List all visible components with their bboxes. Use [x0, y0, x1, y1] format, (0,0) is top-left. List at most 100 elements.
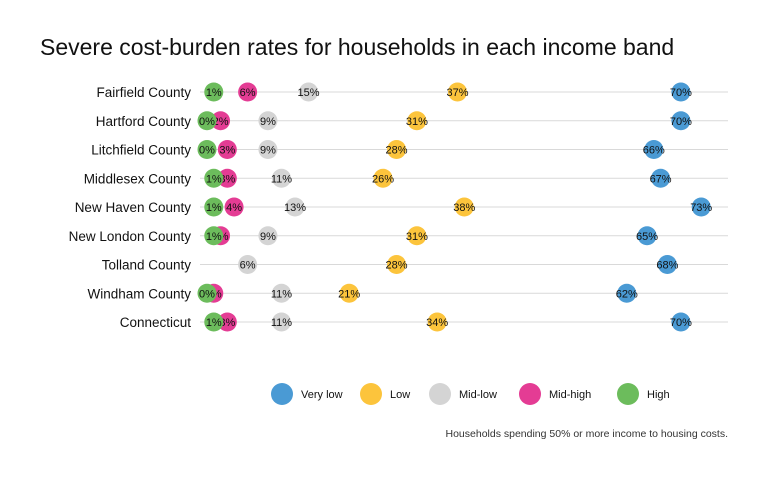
data-point [238, 255, 258, 274]
data-label: 3% [219, 145, 235, 157]
data-label: 11% [271, 173, 292, 185]
data-point [204, 197, 224, 217]
data-point [271, 312, 291, 332]
row-label: Connecticut [120, 315, 192, 330]
data-label: 0% [199, 145, 215, 157]
row-labels: Fairfield County Hartford County Litchfiel… [69, 85, 192, 330]
data-point [387, 140, 407, 159]
row-label: Middlesex County [84, 171, 192, 186]
data-label: 38% [453, 202, 475, 214]
data-label: 9% [260, 145, 276, 157]
data-point [197, 111, 217, 131]
data-point [671, 312, 691, 332]
data-point [454, 197, 474, 217]
data-point [387, 255, 407, 274]
data-label: 70% [670, 116, 692, 128]
data-label: 2% [213, 116, 229, 128]
legend-swatch [617, 383, 639, 405]
data-point [258, 140, 278, 159]
data-point [204, 312, 224, 332]
data-point [407, 111, 427, 131]
legend-swatch [360, 383, 382, 405]
data-point [204, 226, 224, 246]
data-point [271, 283, 291, 303]
data-point [447, 82, 467, 102]
data-label: 1% [206, 231, 222, 243]
data-point [258, 226, 278, 246]
data-point [224, 197, 244, 217]
data-point [617, 283, 637, 303]
data-point [238, 82, 258, 102]
legend-label: Mid-low [459, 389, 497, 401]
data-point [427, 312, 447, 332]
data-label: 66% [643, 145, 665, 157]
legend-swatch [271, 383, 293, 405]
data-point [299, 82, 319, 102]
data-point [197, 283, 217, 303]
row-label: New London County [69, 229, 192, 244]
data-label: 73% [690, 202, 712, 214]
data-point [407, 226, 427, 246]
legend-swatch [429, 383, 451, 405]
data-label: 9% [260, 231, 276, 243]
data-label: 11% [271, 317, 292, 329]
data-label: 1% [206, 173, 222, 185]
data-point [217, 312, 237, 332]
data-label: 6% [240, 260, 256, 272]
data-label: 67% [650, 173, 672, 185]
legend-label: High [647, 389, 670, 401]
data-label: 9% [260, 116, 276, 128]
row-label: Windham County [87, 286, 191, 301]
data-label: 31% [406, 116, 428, 128]
data-point [691, 197, 711, 217]
data-label: 0% [199, 116, 215, 128]
data-label: 1% [206, 202, 222, 214]
data-label: 70% [670, 317, 692, 329]
chart-caption: Households spending 50% or more income t… [445, 428, 729, 440]
data-point [373, 168, 393, 188]
row-label: New Haven County [75, 200, 192, 215]
data-label: 1% [206, 317, 222, 329]
data-label: 34% [426, 317, 448, 329]
data-point [197, 140, 217, 159]
legend-swatch [519, 383, 541, 405]
row-label: Hartford County [96, 114, 192, 129]
data-point [671, 82, 691, 102]
data-point [339, 283, 359, 303]
data-point [271, 168, 291, 188]
row-label: Fairfield County [96, 85, 191, 100]
data-points: 70% 70% 66% 67% 73% 65% 68% 62% 70% 37% 31% 28% 26% 3… [197, 82, 712, 332]
data-label: 21% [338, 288, 360, 300]
data-label: 65% [636, 231, 658, 243]
data-label: 1% [206, 87, 222, 99]
data-point [644, 140, 664, 159]
legend-label: Mid-high [549, 389, 591, 401]
data-label: 26% [372, 173, 394, 185]
row-label: Tolland County [102, 258, 192, 273]
data-label: 70% [670, 87, 692, 99]
data-label: 28% [386, 260, 408, 272]
data-point [204, 82, 224, 102]
legend: Very low Low Mid-low Mid-high High [271, 383, 670, 405]
data-label: 4% [226, 202, 242, 214]
data-point [217, 140, 237, 159]
data-label: 62% [616, 288, 638, 300]
row-label: Litchfield County [91, 143, 191, 158]
data-label: 6% [240, 87, 256, 99]
data-point [671, 111, 691, 131]
legend-label: Low [390, 389, 410, 401]
data-point [657, 255, 677, 274]
data-label: 13% [284, 202, 306, 214]
data-label: 3% [219, 317, 235, 329]
legend-label: Very low [301, 389, 343, 401]
data-point [217, 168, 237, 188]
data-label: 31% [406, 231, 428, 243]
data-label: 68% [656, 260, 678, 272]
data-label: 0% [199, 288, 215, 300]
data-point [285, 197, 305, 217]
data-point [258, 111, 278, 131]
data-label: 37% [446, 87, 468, 99]
data-point [204, 168, 224, 188]
data-point [651, 168, 671, 188]
